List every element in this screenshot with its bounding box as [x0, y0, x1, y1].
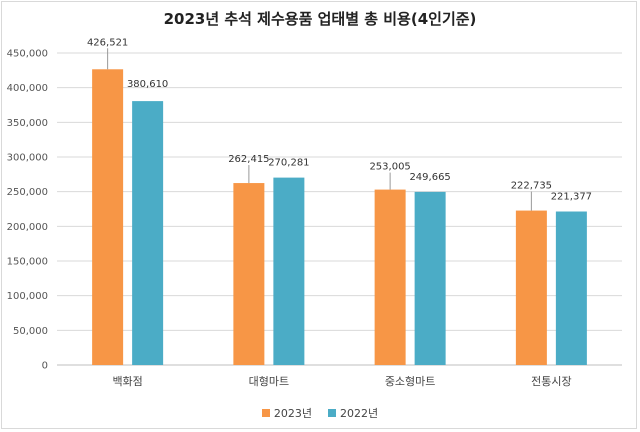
data-label: 222,735: [511, 181, 552, 192]
category-label: 전통시장: [531, 375, 571, 388]
data-label: 249,665: [409, 172, 450, 183]
data-label: 253,005: [369, 162, 410, 173]
label-leader-lines: [107, 48, 532, 211]
y-tick-label: 350,000: [7, 118, 48, 129]
legend-label-2022: 2022년: [340, 407, 379, 420]
legend-item-2023[interactable]: 2023년: [261, 405, 312, 421]
bar-2022-1[interactable]: [273, 177, 305, 365]
bar-2023-2[interactable]: [374, 189, 406, 365]
legend-swatch-2022: [328, 409, 336, 417]
bar-2023-0[interactable]: [92, 69, 124, 365]
y-axis: 0 50,000 100,000 150,000 200,000 250,000 300,0…: [7, 49, 48, 372]
data-label: 221,377: [551, 192, 592, 203]
category-label: 대형마트: [249, 375, 289, 388]
data-label: 270,281: [268, 158, 309, 169]
legend: 2023년 2022년: [0, 405, 640, 421]
y-tick-label: 200,000: [7, 222, 48, 233]
bar-2022-2[interactable]: [414, 191, 446, 365]
y-tick-label: 400,000: [7, 83, 48, 94]
bars: [92, 69, 587, 365]
data-label: 262,415: [228, 154, 269, 165]
data-label: 380,610: [127, 79, 168, 90]
legend-swatch-2023: [261, 409, 270, 417]
y-tick-label: 0: [42, 361, 48, 372]
bar-2023-3[interactable]: [515, 210, 547, 365]
y-tick-label: 450,000: [7, 49, 48, 60]
category-label: 백화점: [112, 375, 142, 388]
y-tick-label: 150,000: [7, 257, 48, 268]
data-label: 426,521: [87, 37, 128, 48]
bar-2022-0[interactable]: [132, 101, 164, 365]
legend-item-2022[interactable]: 2022년: [328, 405, 378, 421]
y-tick-label: 300,000: [7, 153, 48, 164]
bar-2022-3[interactable]: [555, 211, 587, 365]
y-tick-label: 50,000: [13, 326, 48, 337]
x-axis: 백화점 대형마트 중소형마트 전통시장: [112, 375, 571, 388]
y-tick-label: 250,000: [7, 187, 48, 198]
category-label: 중소형마트: [385, 375, 436, 388]
chart-title: 2023년 추석 제수용품 업태별 총 비용(4인기준): [163, 10, 477, 28]
y-tick-label: 100,000: [7, 291, 48, 302]
legend-label-2023: 2023년: [273, 407, 312, 420]
bar-2023-1[interactable]: [233, 183, 265, 365]
